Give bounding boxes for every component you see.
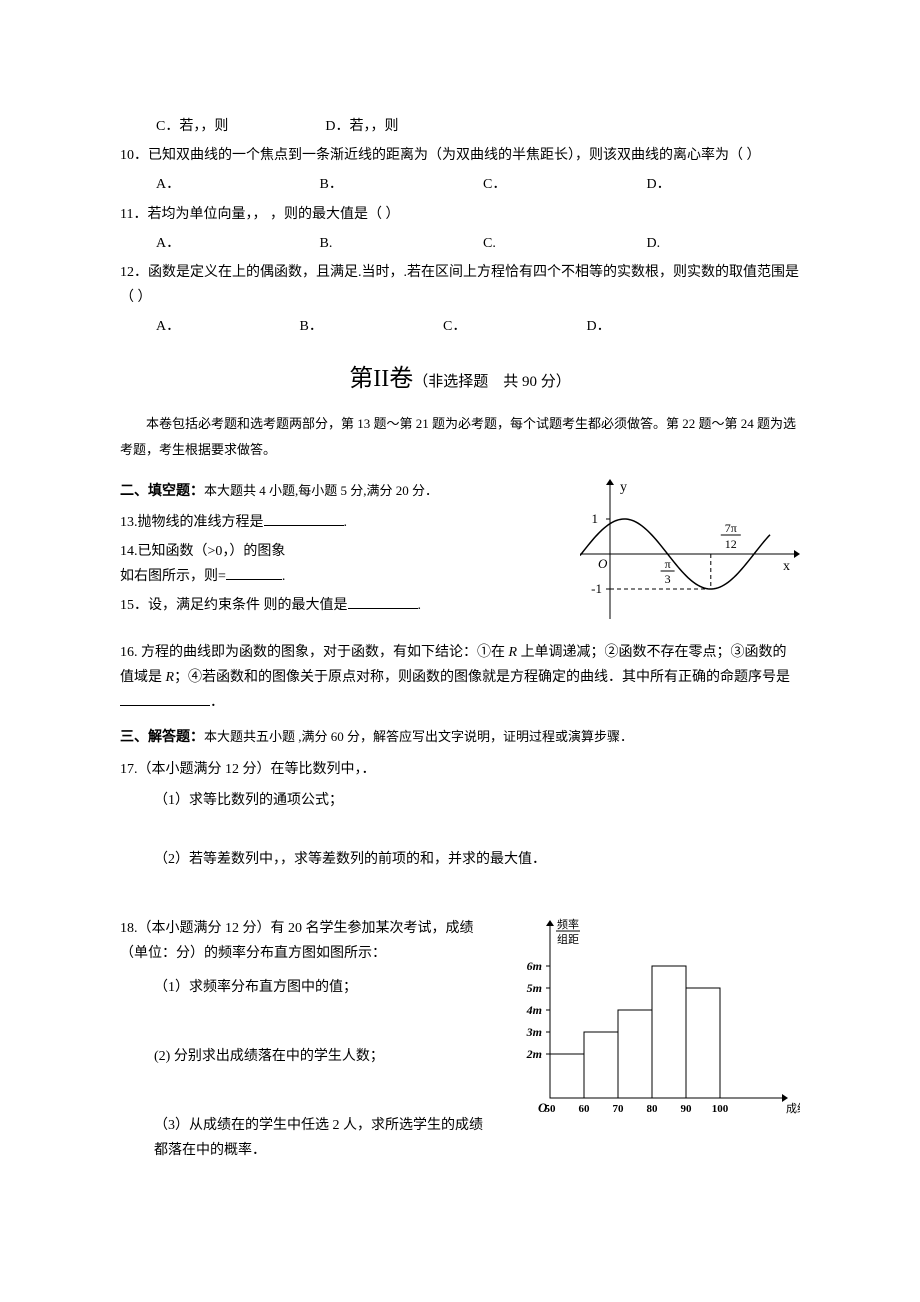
fill-head-rest: 本大题共 4 小题,每小题 5 分,满分 20 分． — [204, 483, 438, 498]
svg-text:6m: 6m — [527, 959, 542, 973]
solve-head-rest: 本大题共五小题 ,满分 60 分，解答应写出文字说明，证明过程或演算步骤． — [204, 729, 633, 744]
q15-text: 15．设，满足约束条件 则的最大值是 — [120, 598, 348, 613]
section-2-sub1: （非选择题 共 — [413, 374, 522, 390]
q11-opt-d: D. — [647, 231, 767, 256]
q14-blank — [226, 565, 282, 580]
svg-text:y: y — [620, 480, 627, 495]
q16: 16. 方程的曲线即为函数的图象，对于函数，有如下结论：①在 R 上单调递减；②… — [120, 640, 800, 716]
svg-text:12: 12 — [725, 537, 737, 551]
section-2-prefix: 第 — [349, 366, 373, 392]
fill-head-bold: 二、填空题： — [120, 484, 204, 499]
svg-text:组距: 组距 — [557, 932, 579, 946]
section-2-suffix: 卷 — [389, 366, 413, 392]
svg-text:x: x — [783, 559, 790, 574]
q12-opt-c: C． — [443, 314, 583, 339]
q16-t1: 16. 方程的曲线即为函数的图象，对于函数，有如下结论：①在 — [120, 645, 509, 660]
q11-stem: 11．若均为单位向量，， ，则的最大值是（ ） — [120, 202, 800, 227]
svg-text:70: 70 — [613, 1103, 625, 1115]
svg-text:90: 90 — [681, 1103, 693, 1115]
q12-options: A． B． C． D． — [120, 314, 800, 339]
q10-opt-d: D． — [647, 172, 767, 197]
q9-opt-d: D．若，，则 — [325, 119, 398, 134]
q10-opt-c: C． — [483, 172, 643, 197]
q13-text: 13.抛物线的准线方程是 — [120, 515, 264, 530]
section-2-note: 本卷包括必考题和选考题两部分，第 13 题～第 21 题为必考题，每个试题考生都… — [120, 411, 800, 463]
q14-l2b: = — [218, 569, 226, 584]
q16-t3: ；④若函数和的图像关于原点对称，则函数的图像就是方程确定的曲线．其中所有正确的命… — [174, 670, 790, 685]
q14-l1c: ）的图象 — [229, 544, 285, 559]
svg-text:O: O — [538, 1100, 548, 1115]
svg-text:2m: 2m — [526, 1047, 542, 1061]
svg-text:1: 1 — [592, 511, 599, 526]
svg-text:-1: -1 — [591, 581, 602, 596]
svg-text:3: 3 — [665, 572, 671, 586]
svg-text:60: 60 — [579, 1103, 591, 1115]
q14-l2a: 如右图所示，则 — [120, 569, 218, 584]
q13-blank — [264, 511, 344, 526]
svg-text:7π: 7π — [725, 521, 737, 535]
sine-graph: 1 -1 π3 7π 12 y x O — [580, 479, 800, 628]
q14-l1a: 14.已知函数（ — [120, 544, 208, 559]
svg-text:π: π — [665, 557, 671, 571]
q12-opt-b: B． — [300, 314, 440, 339]
q16-blank — [120, 691, 210, 706]
q16-r2: R — [166, 670, 175, 685]
q14-l1b: >0， — [208, 544, 230, 559]
svg-text:频率: 频率 — [557, 917, 579, 931]
q17-part1: （1）求等比数列的通项公式； — [120, 788, 800, 813]
q12-opt-d: D． — [587, 314, 707, 339]
q16-tail: ． — [210, 695, 224, 710]
section-2-sub2: 分） — [537, 374, 571, 390]
svg-text:成绩（分）: 成绩（分） — [786, 1102, 800, 1115]
section-2-roman: II — [373, 366, 389, 392]
q10-options: A． B． C． D． — [120, 172, 800, 197]
q17-stem: 17.（本小题满分 12 分）在等比数列中，． — [120, 757, 800, 782]
q10-opt-b: B． — [320, 172, 480, 197]
q14-l2c: . — [282, 569, 286, 584]
q12-stem: 12．函数是定义在上的偶函数，且满足.当时，.若在区间上方程恰有四个不相等的实数… — [120, 260, 800, 310]
histogram-svg: 2m3m4m5m6m5060708090100O频率组距成绩（分） — [500, 908, 800, 1128]
q17-part2: （2）若等差数列中，，求等差数列的前项的和，并求的最大值． — [120, 847, 800, 872]
svg-text:3m: 3m — [526, 1025, 542, 1039]
q16-r1: R — [509, 645, 518, 660]
svg-text:5m: 5m — [527, 981, 542, 995]
q10-opt-a: A． — [156, 172, 316, 197]
q12-opt-a: A． — [156, 314, 296, 339]
q9-options-cd: C．若，，则 D．若，，则 — [120, 114, 800, 139]
q9-opt-c: C．若，，则 — [156, 119, 228, 134]
histogram: 2m3m4m5m6m5060708090100O频率组距成绩（分） — [500, 908, 800, 1137]
q11-opt-b: B. — [320, 231, 480, 256]
sine-graph-svg: 1 -1 π3 7π 12 y x O — [580, 479, 800, 619]
section-2-subnum: 90 — [522, 374, 537, 390]
section-2-title: 第II卷（非选择题 共 90 分） — [120, 358, 800, 401]
svg-text:O: O — [598, 556, 608, 571]
q10-stem: 10．已知双曲线的一个焦点到一条渐近线的距离为（为双曲线的半焦距长），则该双曲线… — [120, 143, 800, 168]
svg-text:4m: 4m — [526, 1003, 542, 1017]
svg-text:80: 80 — [647, 1103, 659, 1115]
solve-head-bold: 三、解答题： — [120, 730, 204, 745]
q11-opt-a: A． — [156, 231, 316, 256]
solve-heading: 三、解答题：本大题共五小题 ,满分 60 分，解答应写出文字说明，证明过程或演算… — [120, 725, 800, 750]
q15-blank — [348, 594, 418, 609]
svg-text:100: 100 — [712, 1103, 729, 1115]
q15-tail: . — [418, 598, 422, 613]
q11-options: A． B. C. D. — [120, 231, 800, 256]
q11-opt-c: C. — [483, 231, 643, 256]
